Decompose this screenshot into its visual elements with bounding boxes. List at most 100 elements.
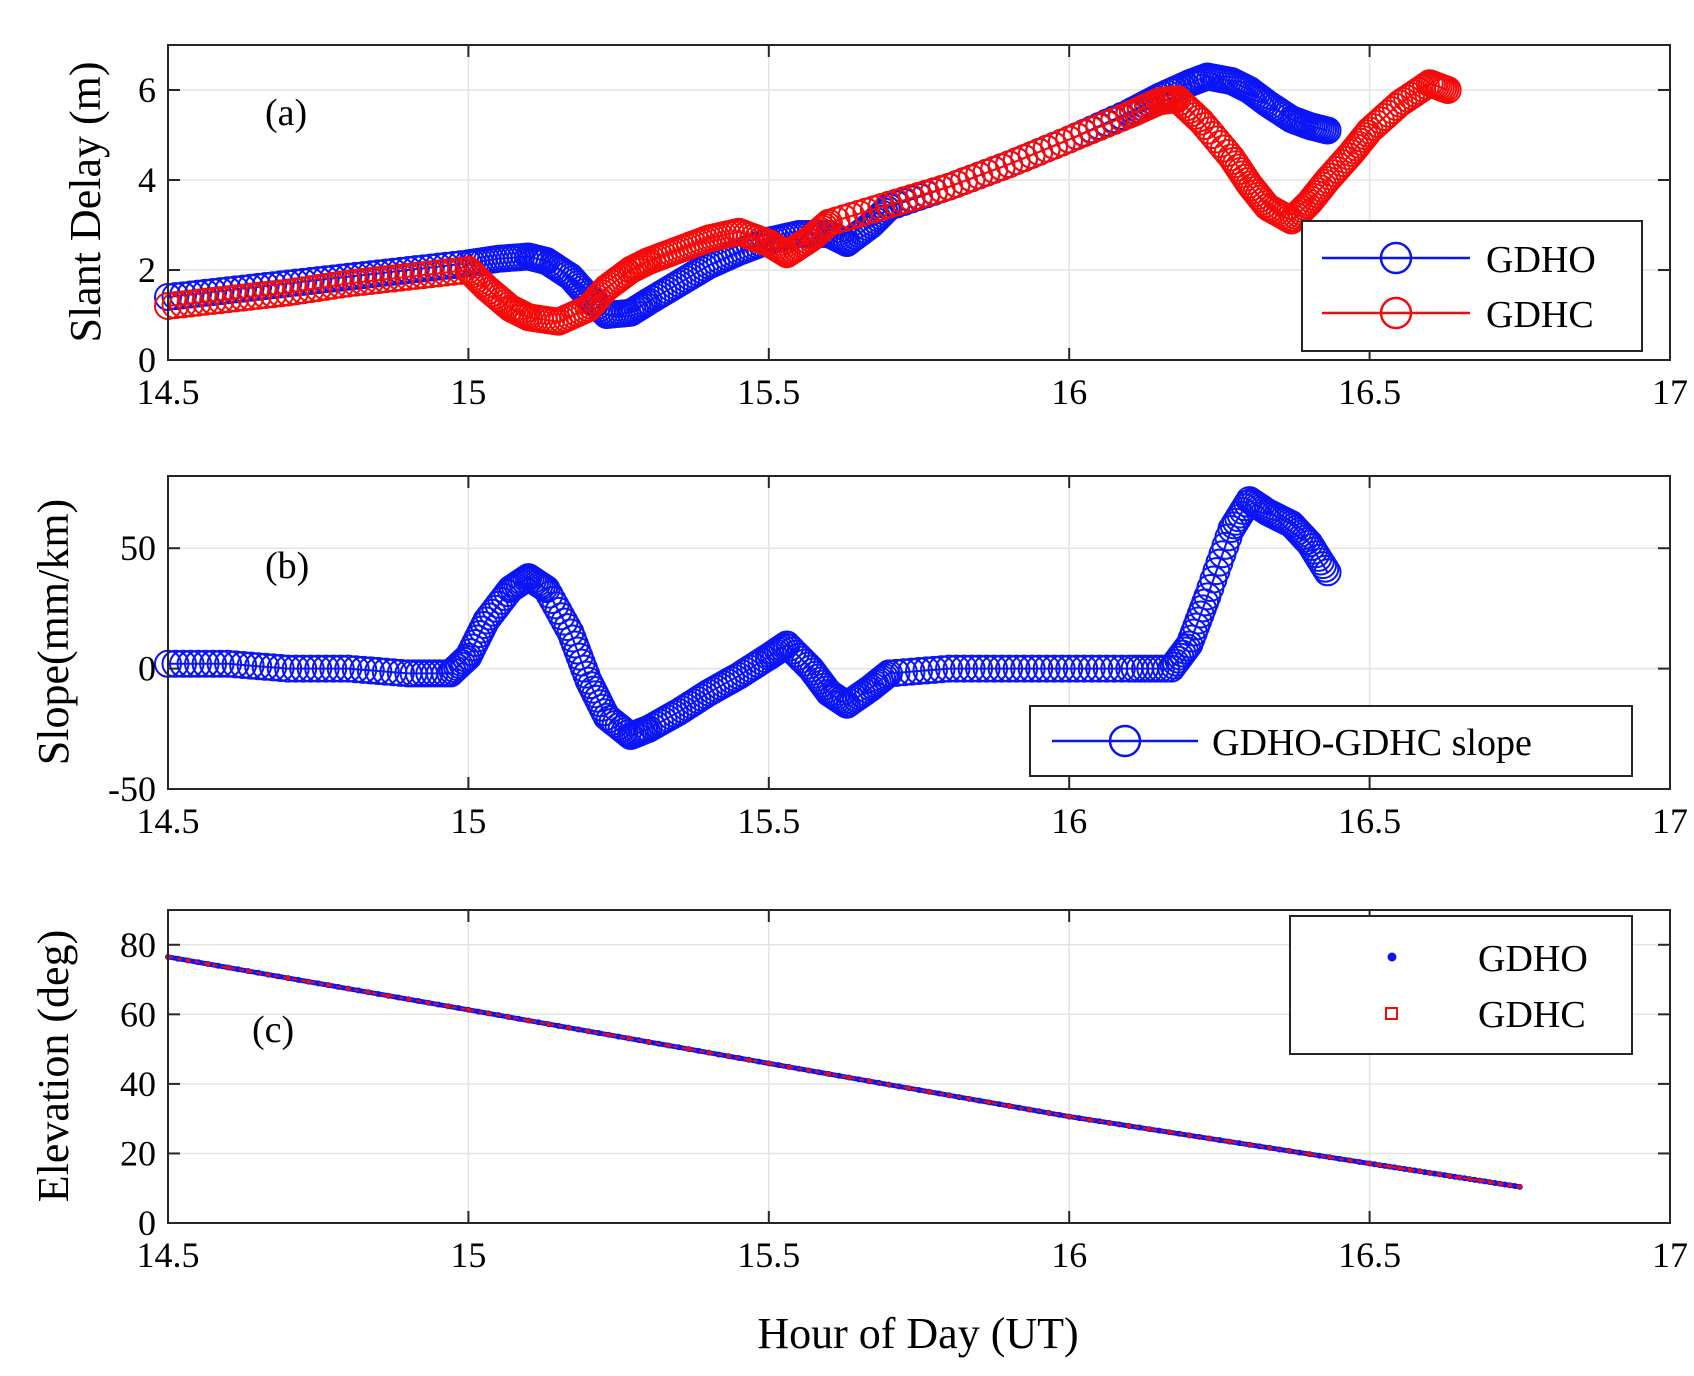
panel-a-series-gdhc-marker: [296, 275, 325, 304]
panel-a-series-gdhc-marker: [236, 282, 265, 311]
panel-c-series-gdho-point: [1501, 1181, 1508, 1188]
panel-a-series-gdho-marker: [319, 264, 348, 293]
panel-c-axes-box: [167, 909, 1671, 1224]
panel-c-series-gdhc-point: [446, 1004, 451, 1009]
panel-c-label: (c): [252, 1009, 294, 1051]
panel-b-y-tick-label: -50: [108, 769, 156, 809]
panel-c-series-gdhc-point: [1427, 1170, 1432, 1175]
panel-a-series-gdhc-marker: [763, 234, 792, 263]
panel-b-series-gdho-gdhc-slope-marker: [1107, 654, 1136, 683]
panel-b-series-gdho-gdhc-slope-marker: [957, 654, 986, 683]
panel-c-series-gdhc-point: [1247, 1142, 1252, 1147]
panel-a-series-gdhc-marker: [1239, 176, 1268, 205]
panel-c-series-gdhc-point: [1027, 1107, 1032, 1112]
legend-slope-label: GDHO-GDHC slope: [1212, 722, 1532, 764]
panel-c-series-gdho-point: [595, 1030, 602, 1037]
panel-a-series-gdhc-marker: [409, 261, 438, 290]
panel-a-series-gdhc-marker: [401, 261, 430, 290]
panel-a-series-gdhc-marker: [319, 271, 348, 300]
panel-c-x-tick-label: 14.5: [137, 1235, 200, 1275]
panel-c-series-gdhc-point: [546, 1022, 551, 1027]
panel-b-series-gdho-gdhc-slope-marker: [251, 652, 280, 681]
panel-a-series-gdhc: [154, 69, 1462, 336]
panel-a-series-gdho-marker: [236, 273, 265, 302]
panel-c-series-gdhc-point: [1107, 1120, 1112, 1125]
panel-c-legend: GDHO GDHC: [1289, 915, 1633, 1055]
panel-a-series-gdhc-marker: [169, 290, 198, 319]
panel-b-series-gdho-gdhc-slope-marker: [274, 654, 303, 683]
panel-c-series-gdhc-point: [466, 1007, 471, 1012]
panel-c-series-gdhc-point: [686, 1047, 691, 1052]
panel-a-series-gdho-marker: [161, 282, 190, 311]
panel-a-series-gdho-marker: [1313, 116, 1342, 145]
panel-a-x-tick-label: 15.5: [737, 372, 800, 412]
panel-a-series-gdhc-marker: [1219, 146, 1248, 175]
panel-c-series-gdhc-point: [286, 976, 291, 981]
panel-a-series-gdho-marker: [221, 275, 250, 304]
panel-c-series-gdhc-point: [1417, 1169, 1422, 1174]
panel-b-series-gdho-gdhc-slope-marker: [236, 651, 265, 680]
panel-a-series-gdhc-marker: [379, 264, 408, 293]
panel-b-series-gdho-gdhc-slope-marker: [214, 649, 243, 678]
panel-c-x-tick-label: 17: [1652, 1235, 1688, 1275]
panel-c-series-gdho-point: [835, 1072, 842, 1079]
panel-c-series-gdho-point: [535, 1019, 542, 1026]
panel-b-series-gdho-gdhc-slope-marker: [927, 655, 956, 684]
panel-c-series-gdhc-point: [826, 1072, 831, 1077]
panel-c-series-gdho-point: [775, 1062, 782, 1069]
panel-a-series-gdhc-marker: [386, 263, 415, 292]
legend-gdho-dot-marker: [1387, 952, 1397, 962]
panel-b-series-gdho-gdhc-slope-marker: [863, 668, 892, 697]
panel-c-ticks: 14.5 15 15.5 16 16.5 17 0 20 40 60 80: [120, 910, 1688, 1275]
panel-c-series-gdho-point: [1441, 1172, 1448, 1179]
panel-c-series-gdhc-point: [706, 1050, 711, 1055]
panel-c-series-gdho-point: [695, 1047, 702, 1054]
panel-b-series-gdho-gdhc-slope-marker: [826, 686, 855, 715]
panel-a-ticks: 14.5 15 15.5 16 16.5 17 0 2 4 6: [137, 45, 1688, 412]
legend-gdhc-label: GDHC: [1486, 294, 1594, 336]
panel-c-series-gdhc-point: [1267, 1145, 1272, 1150]
panel-a-series-gdho-marker: [311, 265, 340, 294]
panel-a-series-gdhc-marker: [214, 285, 243, 314]
panel-b-series-gdho-gdhc-slope-marker: [870, 663, 899, 692]
panel-b-series-gdho-gdhc-slope-marker: [319, 654, 348, 683]
panel-c-x-tick-label: 15.5: [737, 1235, 800, 1275]
panel-a-series-gdhc-marker: [424, 259, 453, 288]
panel-a-series-gdhc-marker: [1433, 76, 1462, 104]
panel-a-series-gdho-marker: [206, 277, 235, 306]
panel-b-y-tick-label: 50: [120, 528, 156, 568]
panel-c-series-gdho-point: [916, 1086, 922, 1093]
panel-a-series-gdho-marker: [1248, 86, 1277, 115]
panel-c-series-gdhc-point: [206, 961, 211, 966]
panel-b-series-gdho-gdhc-slope-marker: [1047, 654, 1076, 683]
panel-c-series-gdhc-point: [486, 1011, 491, 1016]
panel-c-y-axis-label: Elevation (deg): [29, 930, 78, 1202]
panel-b-series-gdho-gdhc-slope-marker: [868, 664, 897, 693]
panel-c-series-gdhc-point: [1447, 1173, 1452, 1178]
panel-a-x-tick-label: 14.5: [137, 372, 200, 412]
panel-c-series-gdhc-point: [266, 972, 271, 977]
panel-b-series-gdho-gdhc-slope-marker: [296, 654, 325, 683]
panel-a-series-gdhc-marker: [805, 216, 834, 245]
panel-b-legend: GDHO-GDHC slope: [1029, 705, 1633, 777]
panel-c-series-gdhc-point: [186, 958, 191, 963]
panel-b-series-gdho-gdhc-slope-marker: [1002, 654, 1031, 683]
panel-c-series-gdhc-point: [726, 1054, 731, 1059]
panel-b-series-gdho-gdhc-slope-marker: [311, 654, 340, 683]
panel-b-series-gdho-gdhc-slope-marker: [447, 648, 476, 677]
panel-a-series-gdhc-marker: [184, 288, 213, 317]
panel-a-series-gdho-marker: [274, 269, 303, 298]
panel-a-series-gdhc-marker: [590, 276, 619, 305]
panel-c-series-gdhc-point: [987, 1100, 992, 1105]
panel-b-series-gdho-gdhc-slope-marker: [420, 659, 449, 688]
panel-b-series-gdho-gdhc-slope-marker: [1311, 554, 1340, 583]
panel-c-series-gdhc-point: [947, 1093, 952, 1098]
panel-c-x-tick-label: 16: [1051, 1235, 1087, 1275]
panel-c-series-gdhc-point: [386, 993, 391, 998]
panel-a-series-gdho-marker: [191, 278, 220, 307]
panel-b-series-gdho-gdhc-slope-marker: [1077, 654, 1106, 683]
panel-c-series-gdhc-point: [1387, 1164, 1392, 1169]
panel-b-series-gdho-gdhc-slope-marker: [161, 649, 190, 678]
panel-c-series-gdhc-point: [886, 1082, 891, 1087]
panel-c-series-gdhc-point: [846, 1075, 851, 1080]
